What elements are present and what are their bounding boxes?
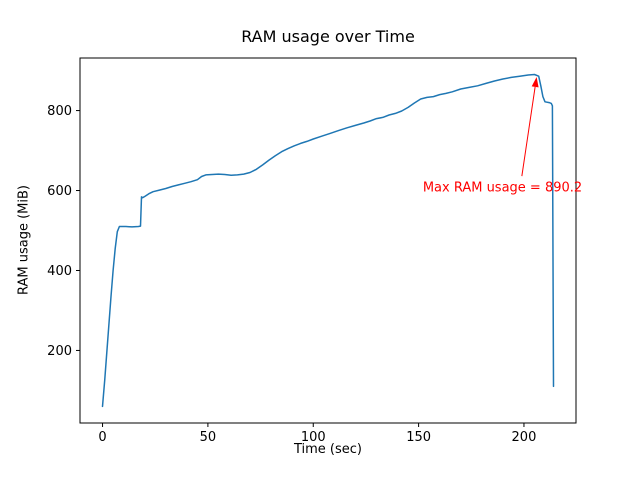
chart-title: RAM usage over Time — [241, 27, 415, 46]
annotation-arrowhead — [531, 77, 539, 88]
y-tick-label: 400 — [47, 264, 72, 279]
y-tick-label: 800 — [47, 104, 72, 119]
y-tick-label: 200 — [47, 344, 72, 359]
annotation-arrow — [521, 86, 536, 177]
x-tick-label: 0 — [98, 430, 106, 445]
x-axis-label: Time (sec) — [293, 442, 362, 457]
x-tick-label: 100 — [301, 430, 326, 445]
x-tick-label: 50 — [200, 430, 217, 445]
annotation-text: Max RAM usage = 890.2 — [423, 180, 582, 195]
ram-usage-line — [101, 73, 555, 408]
y-tick-label: 600 — [47, 184, 72, 199]
x-tick-label: 200 — [512, 430, 537, 445]
plot-spines — [79, 57, 577, 424]
x-tick-label: 150 — [406, 430, 431, 445]
